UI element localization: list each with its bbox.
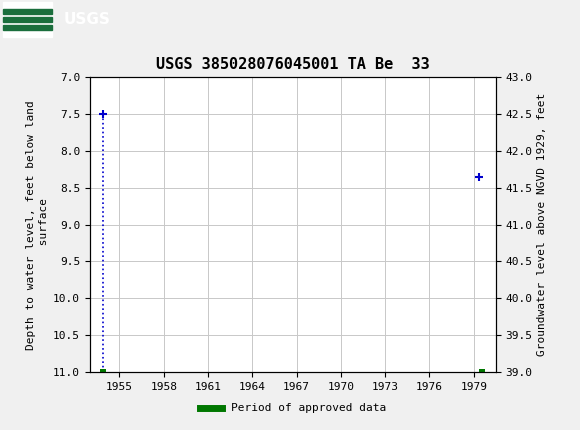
Text: USGS: USGS — [64, 12, 111, 27]
Bar — [3, 2, 52, 37]
Legend: Period of approved data: Period of approved data — [195, 399, 390, 418]
Bar — [3, 17, 52, 22]
Title: USGS 385028076045001 TA Be  33: USGS 385028076045001 TA Be 33 — [156, 57, 430, 72]
Bar — [3, 9, 52, 14]
Bar — [3, 25, 52, 30]
Y-axis label: Groundwater level above NGVD 1929, feet: Groundwater level above NGVD 1929, feet — [536, 93, 547, 356]
Y-axis label: Depth to water level, feet below land
 surface: Depth to water level, feet below land su… — [26, 100, 49, 350]
